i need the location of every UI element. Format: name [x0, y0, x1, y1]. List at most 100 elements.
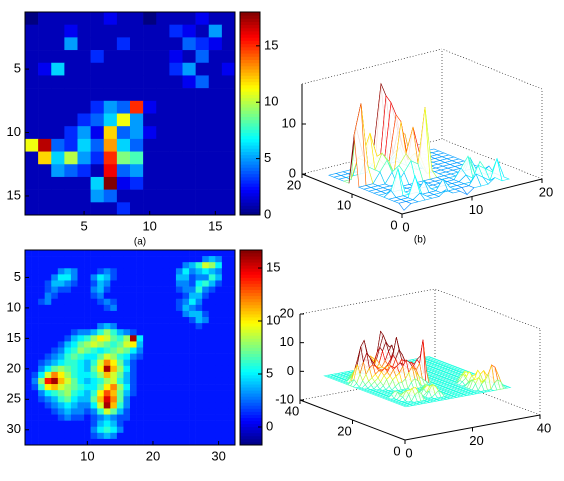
- cell: [130, 432, 137, 440]
- colorbar-step: [240, 420, 262, 425]
- cell: [25, 438, 32, 446]
- cell: [189, 347, 196, 354]
- cell: [64, 347, 72, 354]
- cell: [90, 310, 98, 318]
- cell: [221, 384, 229, 391]
- cell: [57, 304, 65, 312]
- mesh: [328, 82, 510, 211]
- cell: [103, 274, 111, 281]
- cell: [195, 164, 210, 178]
- cell: [228, 310, 236, 318]
- cell: [156, 202, 170, 216]
- cell: [215, 329, 223, 336]
- cell: [195, 384, 203, 391]
- cell: [208, 323, 216, 330]
- x-tick-label: 30: [211, 448, 225, 463]
- colorbar-step: [240, 295, 262, 300]
- cell: [208, 304, 216, 312]
- cell: [182, 37, 196, 51]
- cell: [208, 113, 223, 127]
- cell: [195, 12, 210, 25]
- cell: [44, 347, 52, 354]
- cell: [103, 329, 111, 336]
- x-tick-label: 10: [469, 202, 483, 217]
- cell: [130, 377, 137, 385]
- cell: [31, 274, 39, 281]
- colorbar-step: [240, 408, 262, 412]
- cell: [25, 202, 39, 216]
- cell: [202, 426, 210, 434]
- colorbar-step: [240, 438, 262, 443]
- cell: [215, 347, 223, 354]
- cell: [162, 377, 170, 385]
- cell: [202, 377, 210, 385]
- cell: [195, 250, 203, 257]
- colorbar: [240, 12, 260, 216]
- cell: [149, 390, 157, 397]
- colorbar-step: [240, 298, 262, 303]
- colorbar-tick-label: 15: [264, 37, 278, 52]
- cell: [25, 347, 32, 354]
- cell: [84, 262, 91, 269]
- cell: [162, 292, 170, 300]
- cell: [182, 396, 190, 403]
- cell: [57, 359, 65, 367]
- cell: [202, 335, 210, 342]
- cell: [110, 420, 118, 428]
- cell: [64, 365, 72, 373]
- cell: [175, 310, 183, 318]
- cell: [169, 377, 177, 385]
- cell: [25, 176, 39, 190]
- cell: [136, 365, 144, 373]
- cell: [64, 329, 72, 336]
- cell: [169, 88, 183, 102]
- cell: [44, 341, 52, 348]
- cell: [77, 268, 85, 275]
- cell: [130, 365, 137, 373]
- cell: [116, 164, 131, 178]
- colorbar-step: [240, 21, 260, 26]
- cell: [221, 390, 229, 397]
- cell: [57, 396, 65, 403]
- cell: [116, 310, 124, 318]
- cell: [156, 390, 164, 397]
- cell: [175, 377, 183, 385]
- cell: [221, 310, 229, 318]
- cell: [221, 164, 236, 178]
- cell: [136, 310, 144, 318]
- cell: [143, 250, 150, 257]
- cell: [103, 286, 111, 293]
- cell: [228, 384, 236, 391]
- colorbar-step: [240, 116, 260, 121]
- cell: [25, 286, 32, 293]
- cell: [51, 280, 59, 287]
- cell: [90, 88, 105, 102]
- cell: [162, 402, 170, 409]
- cell: [169, 371, 177, 379]
- cell: [195, 37, 210, 51]
- cell: [136, 359, 144, 367]
- cell: [64, 310, 72, 318]
- cell: [175, 268, 183, 275]
- colorbar-step: [240, 189, 260, 194]
- x-tick-label: 15: [208, 218, 222, 233]
- cell: [38, 274, 45, 281]
- cell: [195, 62, 210, 76]
- cell: [90, 37, 105, 51]
- mesh-cell: [398, 201, 412, 211]
- cell: [70, 323, 78, 330]
- cell: [221, 365, 229, 373]
- cell: [38, 12, 52, 25]
- colorbar-step: [240, 338, 262, 342]
- colorbar-step: [240, 317, 262, 321]
- cell: [38, 286, 45, 293]
- cell: [189, 377, 196, 385]
- cell: [162, 286, 170, 293]
- cell: [228, 408, 236, 415]
- cell: [90, 377, 98, 385]
- cell: [182, 126, 196, 140]
- cell: [84, 317, 91, 324]
- cell: [221, 298, 229, 306]
- cell: [38, 359, 45, 367]
- cell: [175, 408, 183, 415]
